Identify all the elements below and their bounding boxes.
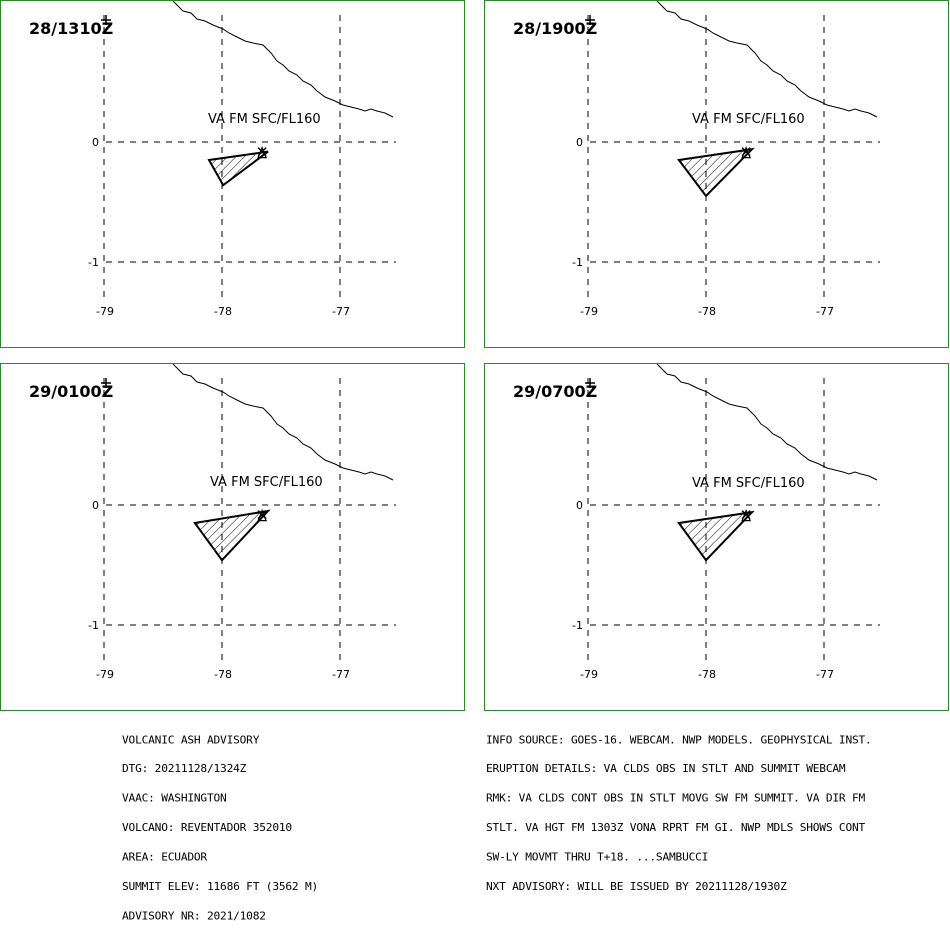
advisory-details-block: INFO SOURCE: GOES-16. WEBCAM. NWP MODELS… [486, 716, 872, 902]
volcano-x-marker [257, 147, 267, 157]
ash-cloud-polygon [207, 150, 269, 187]
map-4: -79 -78 -77 0 -1 [572, 364, 880, 681]
advisory-line: SUMMIT ELEV: 11686 FT (3562 M) [122, 880, 319, 893]
panel-4: -79 -78 -77 0 -1 29/0700Z VA FM SFC/FL160 [484, 363, 949, 711]
lon-tick-label: -77 [332, 668, 350, 681]
volcano-marker [741, 508, 752, 522]
panel-3: -79 -78 -77 0 -1 29/0100Z VA FM SFC/FL160 [0, 363, 465, 711]
advisory-line: VOLCANIC ASH ADVISORY [122, 733, 260, 747]
lat-tick-label: -1 [572, 619, 583, 632]
coastline [172, 364, 394, 481]
forecast-time-2: 28/1900Z [513, 19, 598, 38]
volcano-marker [257, 508, 268, 522]
lon-tick-label: -79 [96, 668, 114, 681]
map-3: -79 -78 -77 0 -1 [88, 364, 396, 681]
lat-tick-label: 0 [576, 499, 583, 512]
volcano-x-marker [257, 510, 267, 520]
advisory-line: VOLCANO: REVENTADOR 352010 [122, 821, 292, 835]
advisory-line: SW-LY MOVMT THRU T+18. ...SAMBUCCI [486, 851, 709, 864]
lon-tick-label: -78 [698, 668, 716, 681]
coastline [172, 1, 394, 118]
ash-cloud-label-3: VA FM SFC/FL160 [210, 475, 323, 490]
grid-corner-marker [585, 15, 595, 25]
grid-corner-marker [101, 378, 111, 388]
map-1: -79 -78 -77 0 -1 [88, 1, 396, 318]
lon-tick-label: -79 [580, 668, 598, 681]
lon-tick-label: -79 [96, 305, 114, 318]
grid-corner-marker [101, 15, 111, 25]
volcano-x-marker [741, 510, 751, 520]
lon-tick-label: -77 [816, 668, 834, 681]
ash-cloud-polygon [677, 147, 755, 198]
advisory-line: AREA: ECUADOR [122, 851, 207, 864]
coastline [656, 364, 878, 481]
volcano-x-marker [741, 147, 751, 157]
lat-tick-label: -1 [88, 619, 99, 632]
ash-cloud-label-2: VA FM SFC/FL160 [692, 112, 805, 127]
map-2: -79 -78 -77 0 -1 [572, 1, 880, 318]
lat-tick-label: -1 [88, 256, 99, 269]
lat-tick-label: 0 [92, 136, 99, 149]
ash-cloud-polygon [193, 509, 271, 562]
volcano-marker [257, 145, 268, 159]
coastline [656, 1, 878, 118]
advisory-line: NXT ADVISORY: WILL BE ISSUED BY 20211128… [486, 880, 787, 893]
lat-tick-label: 0 [92, 499, 99, 512]
ash-cloud-label-4: VA FM SFC/FL160 [692, 476, 805, 491]
lat-tick-label: -1 [572, 256, 583, 269]
lon-tick-label: -79 [580, 305, 598, 318]
advisory-line: INFO SOURCE: GOES-16. WEBCAM. NWP MODELS… [486, 733, 872, 747]
advisory-line: ADVISORY NR: 2021/1082 [122, 909, 266, 923]
forecast-time-1: 28/1310Z [29, 19, 114, 38]
forecast-time-3: 29/0100Z [29, 382, 114, 401]
lon-tick-label: -78 [214, 668, 232, 681]
advisory-line: ERUPTION DETAILS: VA CLDS OBS IN STLT AN… [486, 763, 846, 776]
lat-tick-label: 0 [576, 136, 583, 149]
lon-tick-label: -77 [816, 305, 834, 318]
grid-corner-marker [585, 378, 595, 388]
advisory-line: RMK: VA CLDS CONT OBS IN STLT MOVG SW FM… [486, 792, 866, 805]
advisory-line: DTG: 20211128/1324Z [122, 763, 247, 776]
advisory-header-block: VOLCANIC ASH ADVISORY DTG: 20211128/1324… [122, 716, 318, 931]
ash-cloud-label-1: VA FM SFC/FL160 [208, 112, 321, 127]
lon-tick-label: -78 [698, 305, 716, 318]
forecast-time-4: 29/0700Z [513, 382, 598, 401]
panel-2: -79 -78 -77 0 -1 28/1900Z VA FM SFC/FL160 [484, 0, 949, 348]
lon-tick-label: -78 [214, 305, 232, 318]
advisory-line: VAAC: WASHINGTON [122, 792, 227, 805]
panel-1: -79 -78 -77 0 -1 28/1310Z VA FM SFC/FL160 [0, 0, 465, 348]
volcano-marker [741, 145, 752, 159]
ash-cloud-polygon [677, 510, 755, 562]
advisory-line: STLT. VA HGT FM 1303Z VONA RPRT FM GI. N… [486, 821, 866, 835]
lon-tick-label: -77 [332, 305, 350, 318]
